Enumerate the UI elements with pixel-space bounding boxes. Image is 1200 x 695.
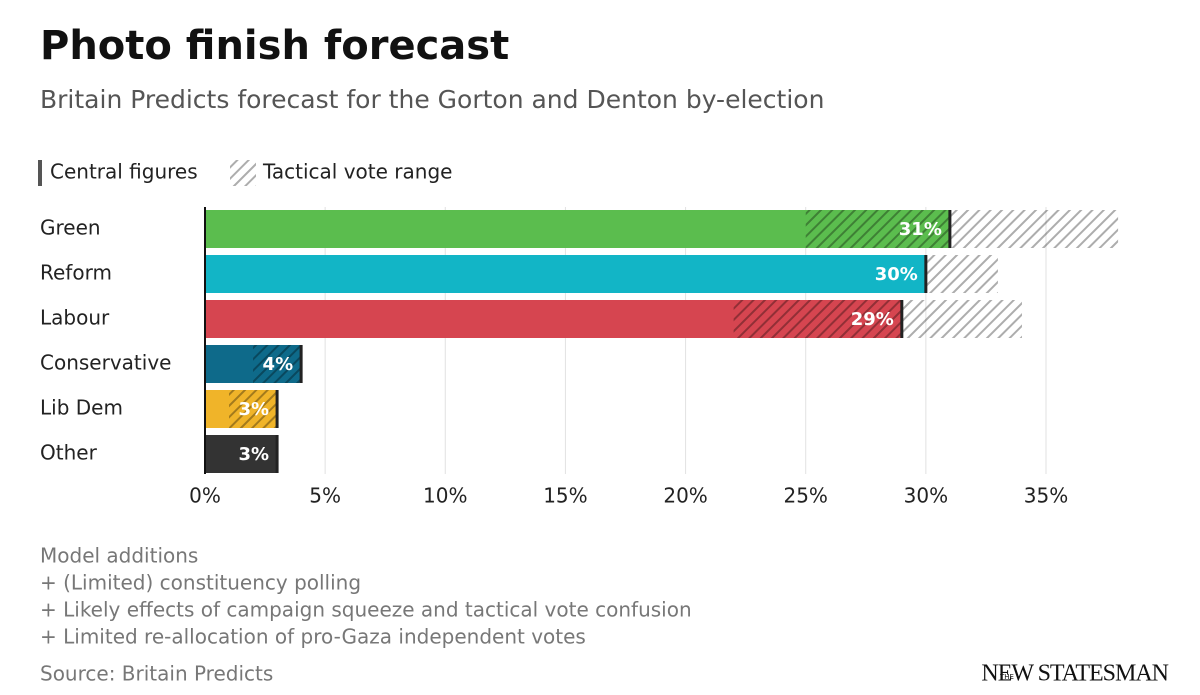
y-tick-label: Green (40, 216, 101, 240)
range-bar (229, 390, 278, 428)
legend: Central figures Tactical vote range (38, 160, 452, 186)
value-label: 3% (239, 399, 270, 420)
x-tick-label: 10% (423, 484, 467, 508)
x-tick-label: 20% (663, 484, 707, 508)
note: + Limited re-allocation of pro-Gaza inde… (40, 625, 586, 649)
x-tick-label: 25% (783, 484, 827, 508)
x-tick-label: 30% (904, 484, 948, 508)
value-label: 29% (851, 309, 894, 330)
note: + Likely effects of campaign squeeze and… (40, 598, 692, 622)
bar (205, 255, 926, 293)
range-bar (805, 210, 1119, 248)
legend-label: Central figures (50, 160, 198, 184)
y-tick-label: Conservative (40, 351, 171, 375)
chart-title: Photo finish forecast (40, 23, 509, 69)
source: Source: Britain Predicts (40, 662, 273, 686)
note: Model additions (40, 544, 198, 568)
y-tick-label: Labour (40, 306, 110, 330)
x-tick-label: 15% (543, 484, 587, 508)
value-label: 4% (263, 354, 294, 375)
value-label: 3% (239, 444, 270, 465)
value-label: 30% (875, 264, 918, 285)
value-label: 31% (899, 219, 942, 240)
logo-prefix: THE (999, 673, 1014, 681)
legend-swatch (38, 160, 42, 186)
logo: NEW STATESMAN (981, 661, 1168, 687)
range-bar (925, 255, 998, 293)
y-tick-label: Other (40, 441, 98, 465)
legend-label: Tactical vote range (262, 160, 452, 184)
x-tick-label: 0% (189, 484, 221, 508)
bar (205, 435, 278, 473)
x-tick-label: 5% (309, 484, 341, 508)
note: + (Limited) constituency polling (40, 571, 361, 595)
y-tick-label: Lib Dem (40, 396, 123, 420)
chart-subtitle: Britain Predicts forecast for the Gorton… (40, 85, 824, 114)
x-tick-label: 35% (1024, 484, 1068, 508)
range-bar (253, 345, 302, 383)
notes: Model additions + (Limited) constituency… (40, 544, 692, 649)
y-tick-label: Reform (40, 261, 112, 285)
legend-swatch (230, 160, 256, 186)
range-bar (733, 300, 1022, 338)
